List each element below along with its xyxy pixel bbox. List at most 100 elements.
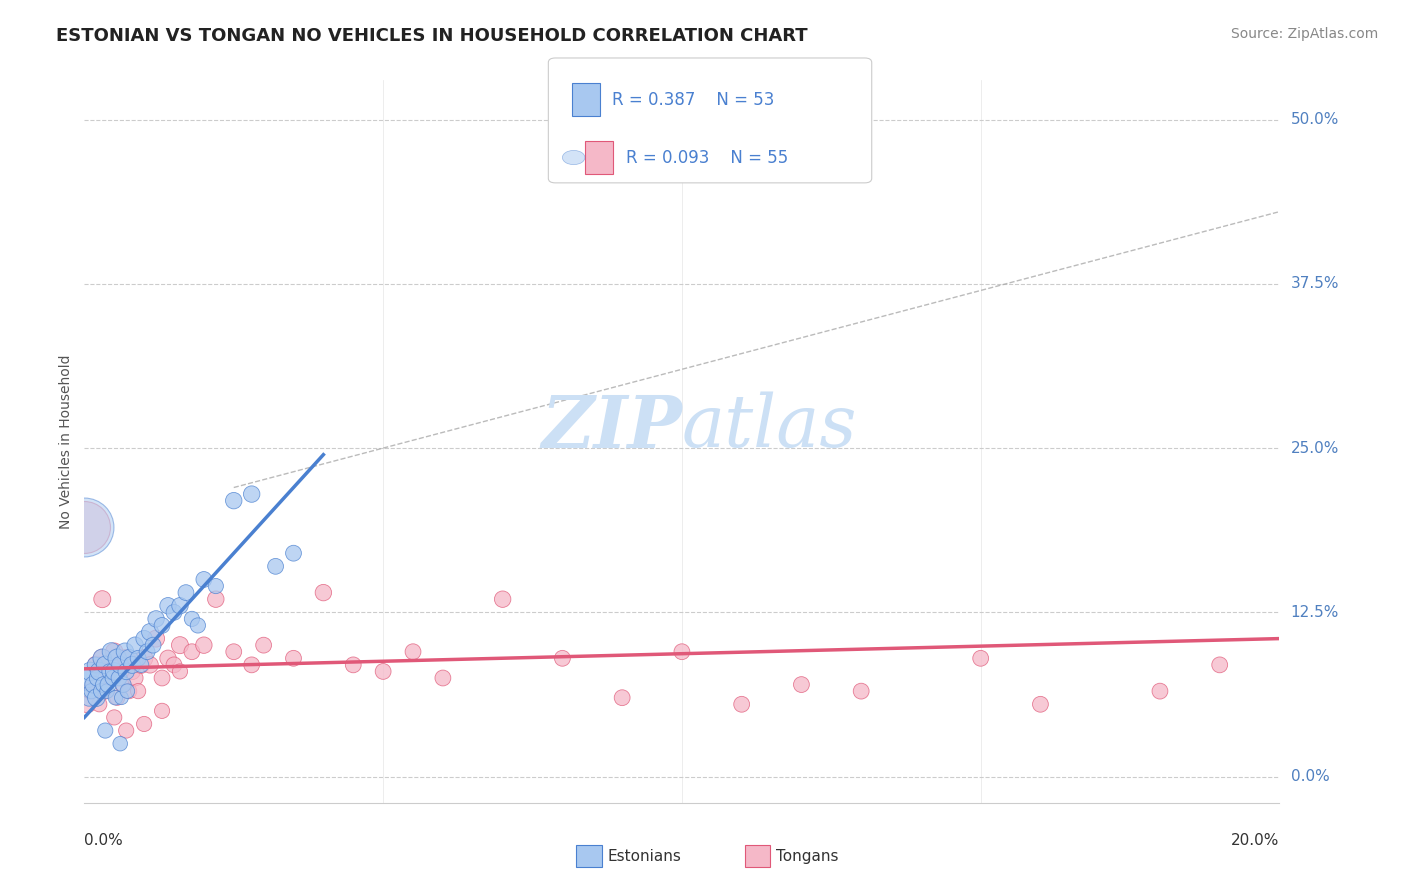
Point <box>136 645 159 659</box>
Point <box>82 677 104 691</box>
Point <box>551 651 574 665</box>
Point <box>86 671 108 685</box>
Text: R = 0.093    N = 55: R = 0.093 N = 55 <box>626 149 787 167</box>
Point <box>150 671 173 685</box>
Point <box>94 684 117 698</box>
Point <box>105 690 128 705</box>
Point <box>118 684 141 698</box>
Point <box>112 677 135 691</box>
Point <box>240 487 263 501</box>
Point <box>283 651 305 665</box>
Point <box>174 585 197 599</box>
Point <box>139 657 162 672</box>
Point <box>101 671 124 685</box>
Point <box>86 657 108 672</box>
Point <box>110 737 132 751</box>
Text: 50.0%: 50.0% <box>1291 112 1339 128</box>
Point <box>492 592 515 607</box>
Point <box>104 690 127 705</box>
Point <box>115 723 138 738</box>
Text: 37.5%: 37.5% <box>1291 277 1339 292</box>
Point <box>103 645 125 659</box>
Point <box>115 651 138 665</box>
Point <box>77 690 100 705</box>
Point <box>80 684 103 698</box>
Point <box>150 618 173 632</box>
Point <box>790 677 813 691</box>
Point <box>181 645 204 659</box>
Point <box>163 657 186 672</box>
Text: 0.0%: 0.0% <box>1291 769 1329 784</box>
Point <box>103 710 125 724</box>
Point <box>121 657 143 672</box>
Text: Source: ZipAtlas.com: Source: ZipAtlas.com <box>1230 27 1378 41</box>
Point <box>105 651 128 665</box>
Point <box>1209 657 1232 672</box>
Point <box>851 684 873 698</box>
Point <box>115 665 138 679</box>
Point <box>76 698 98 712</box>
Text: Estonians: Estonians <box>607 849 682 863</box>
Point <box>142 638 165 652</box>
Point <box>91 651 114 665</box>
Point <box>612 690 634 705</box>
Point <box>73 520 96 534</box>
Point <box>127 651 149 665</box>
Point <box>89 665 111 679</box>
Point <box>124 671 146 685</box>
Point <box>112 677 135 691</box>
Point <box>283 546 305 560</box>
Point <box>169 665 191 679</box>
Point <box>93 677 115 691</box>
Point <box>79 665 101 679</box>
Point <box>98 665 121 679</box>
Point <box>91 651 114 665</box>
Point <box>110 690 132 705</box>
Point <box>187 618 209 632</box>
Point <box>432 671 454 685</box>
Point <box>79 684 101 698</box>
Point <box>402 645 425 659</box>
Point <box>240 657 263 672</box>
Point <box>222 645 245 659</box>
Point <box>76 671 98 685</box>
Point <box>84 657 107 672</box>
Point <box>145 612 167 626</box>
Point <box>169 638 191 652</box>
Point <box>1149 684 1171 698</box>
Point <box>82 677 104 691</box>
Text: 20.0%: 20.0% <box>1232 833 1279 848</box>
Point <box>110 657 132 672</box>
Point <box>103 665 125 679</box>
Text: R = 0.387    N = 53: R = 0.387 N = 53 <box>612 91 773 109</box>
Point <box>157 651 180 665</box>
Point <box>114 645 136 659</box>
Point <box>139 625 162 640</box>
Point <box>342 657 364 672</box>
Point <box>108 671 131 685</box>
Point <box>970 651 993 665</box>
Point <box>90 684 112 698</box>
Point <box>205 579 228 593</box>
Point <box>157 599 180 613</box>
Point <box>127 684 149 698</box>
Point <box>118 651 141 665</box>
Point <box>117 684 139 698</box>
Point <box>86 690 108 705</box>
Point <box>91 592 114 607</box>
Point <box>181 612 204 626</box>
Point <box>94 657 117 672</box>
Point <box>145 632 167 646</box>
Y-axis label: No Vehicles in Household: No Vehicles in Household <box>59 354 73 529</box>
Point <box>731 698 754 712</box>
Point <box>96 684 118 698</box>
Text: 0.0%: 0.0% <box>84 833 124 848</box>
Text: ZIP: ZIP <box>541 392 682 463</box>
Point <box>132 717 156 731</box>
Text: 12.5%: 12.5% <box>1291 605 1339 620</box>
Point <box>312 585 335 599</box>
Point <box>121 665 143 679</box>
Point <box>1029 698 1052 712</box>
Point <box>110 657 132 672</box>
Point <box>132 651 156 665</box>
